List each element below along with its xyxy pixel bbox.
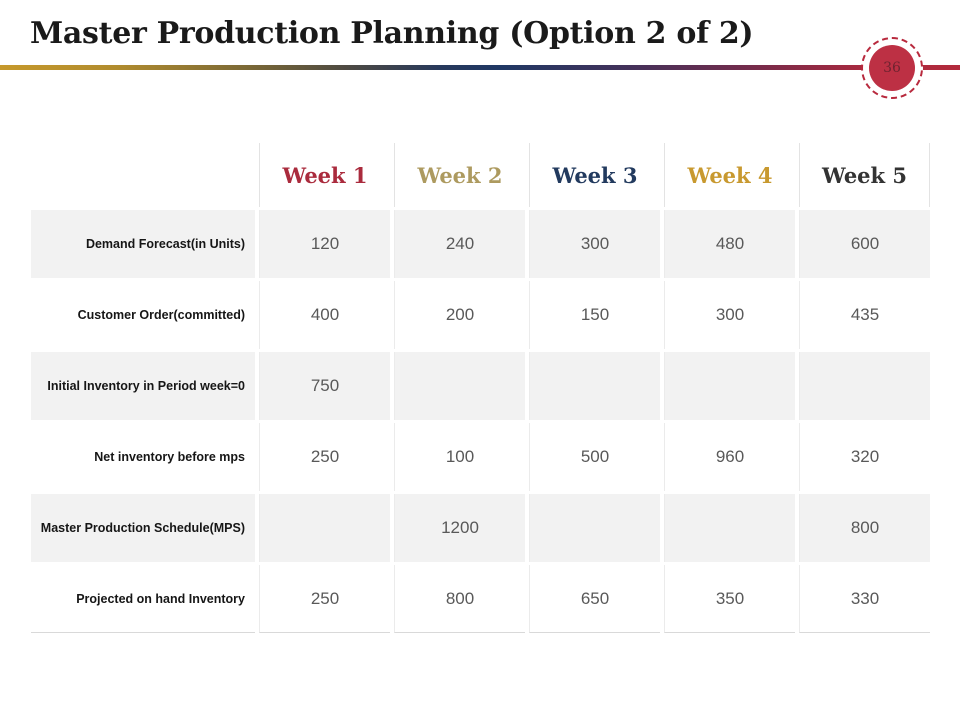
production-planning-table: Week 1 Week 2 Week 3 Week 4 Week 5 Deman…	[27, 140, 934, 636]
table-cell	[664, 494, 795, 562]
table-row-projected-inventory: Projected on hand Inventory 250 800 650 …	[31, 565, 930, 633]
table-row-customer-order: Customer Order(committed) 400 200 150 30…	[31, 281, 930, 349]
table-cell: 400	[259, 281, 390, 349]
table-cell: 480	[664, 210, 795, 278]
table-cell: 750	[259, 352, 390, 420]
table-cell	[799, 352, 930, 420]
column-header-week-2: Week 2	[394, 143, 525, 207]
table-cell: 150	[529, 281, 660, 349]
row-label: Demand Forecast(in Units)	[31, 210, 255, 278]
table-cell: 100	[394, 423, 525, 491]
table-cell: 320	[799, 423, 930, 491]
table-row-master-production-schedule: Master Production Schedule(MPS) 1200 800	[31, 494, 930, 562]
table-corner-cell	[31, 143, 255, 207]
table-cell: 960	[664, 423, 795, 491]
column-header-week-1: Week 1	[259, 143, 390, 207]
table-cell: 800	[394, 565, 525, 633]
table-cell	[529, 494, 660, 562]
table-cell	[394, 352, 525, 420]
table-cell: 600	[799, 210, 930, 278]
table-cell	[664, 352, 795, 420]
table-cell: 250	[259, 565, 390, 633]
table-row-initial-inventory: Initial Inventory in Period week=0 750	[31, 352, 930, 420]
table-cell: 350	[664, 565, 795, 633]
table-cell: 330	[799, 565, 930, 633]
row-label: Master Production Schedule(MPS)	[31, 494, 255, 562]
page-number: 36	[883, 60, 901, 76]
table-row-demand-forecast: Demand Forecast(in Units) 120 240 300 48…	[31, 210, 930, 278]
table-cell: 500	[529, 423, 660, 491]
table-header-row: Week 1 Week 2 Week 3 Week 4 Week 5	[31, 143, 930, 207]
table-cell: 200	[394, 281, 525, 349]
table-cell: 300	[529, 210, 660, 278]
table-cell: 250	[259, 423, 390, 491]
row-label: Projected on hand Inventory	[31, 565, 255, 633]
row-label: Net inventory before mps	[31, 423, 255, 491]
table-cell: 120	[259, 210, 390, 278]
table-cell	[529, 352, 660, 420]
slide-title: Master Production Planning (Option 2 of …	[30, 16, 754, 51]
table-cell: 650	[529, 565, 660, 633]
table-cell: 800	[799, 494, 930, 562]
page-number-circle: 36	[869, 45, 915, 91]
table-cell: 240	[394, 210, 525, 278]
page-number-badge: 36	[861, 37, 923, 99]
column-header-week-4: Week 4	[664, 143, 795, 207]
table-cell: 435	[799, 281, 930, 349]
title-divider-line	[0, 65, 960, 70]
table-cell: 300	[664, 281, 795, 349]
row-label: Initial Inventory in Period week=0	[31, 352, 255, 420]
column-header-week-5: Week 5	[799, 143, 930, 207]
row-label: Customer Order(committed)	[31, 281, 255, 349]
table-row-net-inventory: Net inventory before mps 250 100 500 960…	[31, 423, 930, 491]
column-header-week-3: Week 3	[529, 143, 660, 207]
table-cell	[259, 494, 390, 562]
table-cell: 1200	[394, 494, 525, 562]
